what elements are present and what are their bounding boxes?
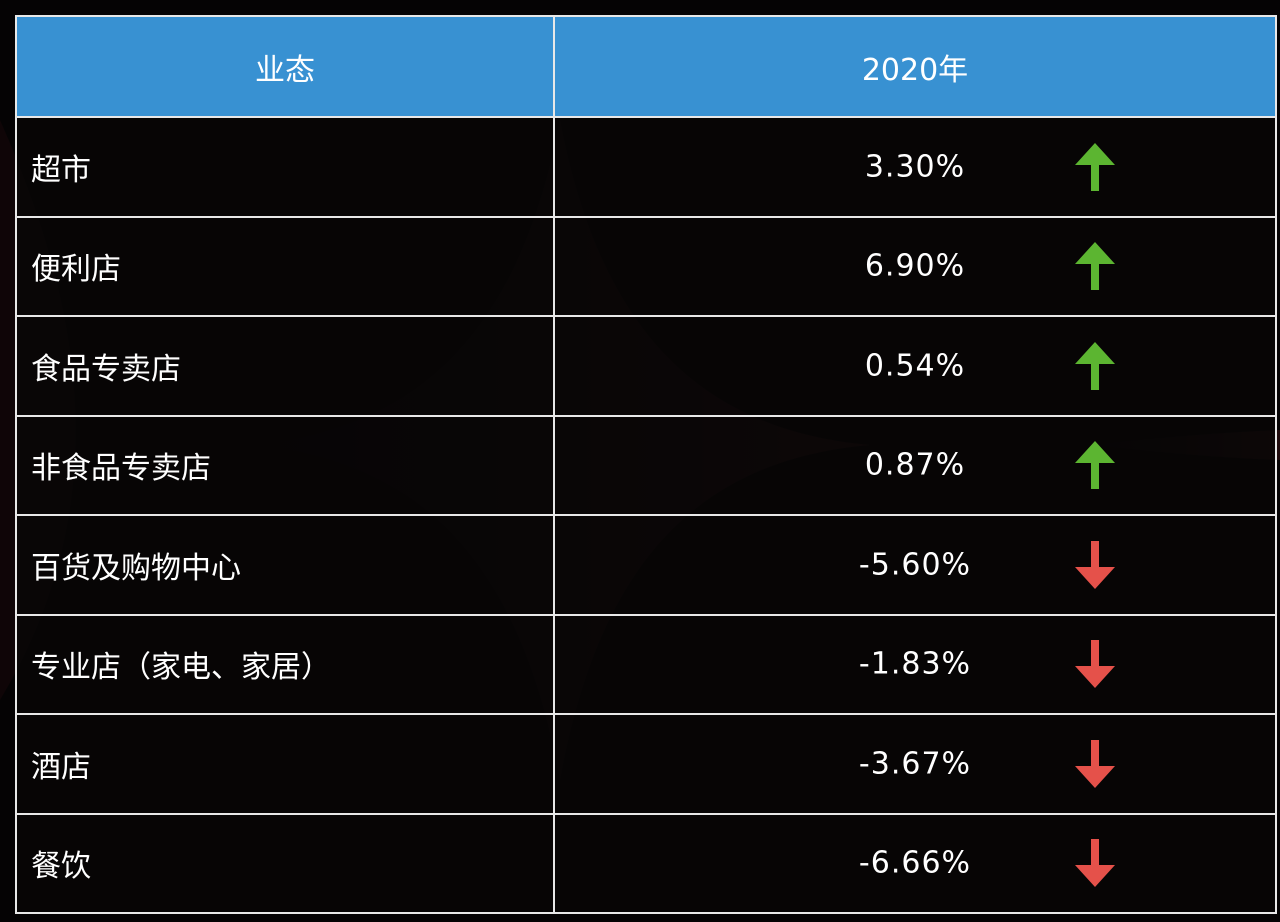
value-cell: 3.30% (553, 116, 1277, 218)
table-row: 便利店 6.90% (15, 215, 1277, 317)
arrow-down-icon (1075, 739, 1115, 788)
arrow-up-icon (1075, 242, 1115, 291)
arrow-down-icon (1075, 640, 1115, 689)
category-cell: 便利店 (15, 215, 555, 317)
value-cell: 0.87% (553, 414, 1277, 516)
growth-value: 3.30% (864, 149, 966, 185)
table-body: 超市 3.30% 便利店 6.90% 食品专卖店 0.54% 非食品专卖店 0.87% 百货及购… (15, 116, 1277, 914)
table-row: 食品专卖店 0.54% (15, 315, 1277, 417)
category-cell: 食品专卖店 (15, 315, 555, 417)
value-cell: -1.83% (553, 613, 1277, 715)
column-header-category: 业态 (15, 15, 555, 118)
growth-value: -5.60% (858, 547, 972, 583)
value-cell: -3.67% (553, 713, 1277, 815)
growth-value: -1.83% (858, 646, 972, 682)
category-cell: 酒店 (15, 713, 555, 815)
column-header-year: 2020年 (553, 15, 1277, 118)
category-cell: 百货及购物中心 (15, 514, 555, 616)
table-row: 百货及购物中心 -5.60% (15, 514, 1277, 616)
header-row: 业态 2020年 (15, 15, 1277, 118)
table-row: 超市 3.30% (15, 116, 1277, 218)
category-cell: 超市 (15, 116, 555, 218)
retail-growth-table: 业态 2020年 超市 3.30% 便利店 6.90% 食品专卖店 0.54% 非食品专卖店… (15, 15, 1277, 914)
arrow-up-icon (1075, 142, 1115, 191)
data-table-container: 业态 2020年 超市 3.30% 便利店 6.90% 食品专卖店 0.54% 非食品专卖店… (15, 15, 1277, 914)
growth-value: 0.54% (864, 348, 966, 384)
growth-value: 0.87% (864, 447, 966, 483)
arrow-up-icon (1075, 341, 1115, 390)
arrow-down-icon (1075, 839, 1115, 888)
arrow-up-icon (1075, 441, 1115, 490)
table-row: 非食品专卖店 0.87% (15, 414, 1277, 516)
category-cell: 专业店（家电、家居） (15, 613, 555, 715)
category-cell: 非食品专卖店 (15, 414, 555, 516)
value-cell: 6.90% (553, 215, 1277, 317)
growth-value: 6.90% (864, 248, 966, 284)
value-cell: -5.60% (553, 514, 1277, 616)
table-row: 餐饮 -6.66% (15, 812, 1277, 914)
category-cell: 餐饮 (15, 812, 555, 914)
table-row: 专业店（家电、家居） -1.83% (15, 613, 1277, 715)
growth-value: -3.67% (858, 746, 972, 782)
growth-value: -6.66% (858, 845, 972, 881)
value-cell: 0.54% (553, 315, 1277, 417)
table-row: 酒店 -3.67% (15, 713, 1277, 815)
value-cell: -6.66% (553, 812, 1277, 914)
arrow-down-icon (1075, 540, 1115, 589)
